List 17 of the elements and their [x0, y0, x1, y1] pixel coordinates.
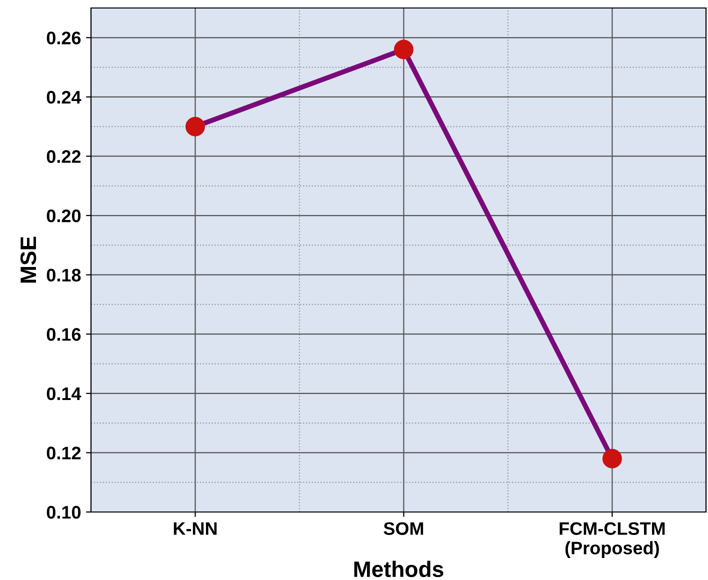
x-tick-label: FCM-CLSTM (Proposed) — [560, 522, 665, 558]
y-tick-label: 0.20 — [46, 209, 81, 222]
point — [185, 116, 205, 136]
y-tick-label: 0.18 — [46, 268, 81, 282]
point — [394, 40, 414, 60]
x-tick-label: K-NN — [174, 522, 217, 535]
y-tick-label: 0.22 — [46, 150, 81, 163]
y-axis-title: MSE — [20, 236, 36, 283]
y-tick-label: 0.10 — [46, 506, 81, 519]
x-axis-title: Methods — [354, 560, 444, 578]
point — [602, 448, 622, 468]
x-tick-label: SOM — [384, 522, 424, 535]
y-tick-label: 0.14 — [46, 387, 82, 400]
y-tick-label: 0.26 — [46, 32, 81, 44]
y-tick-label: 0.24 — [46, 90, 82, 104]
y-tick-label: 0.16 — [46, 328, 81, 341]
y-tick-label: 0.12 — [46, 446, 81, 460]
